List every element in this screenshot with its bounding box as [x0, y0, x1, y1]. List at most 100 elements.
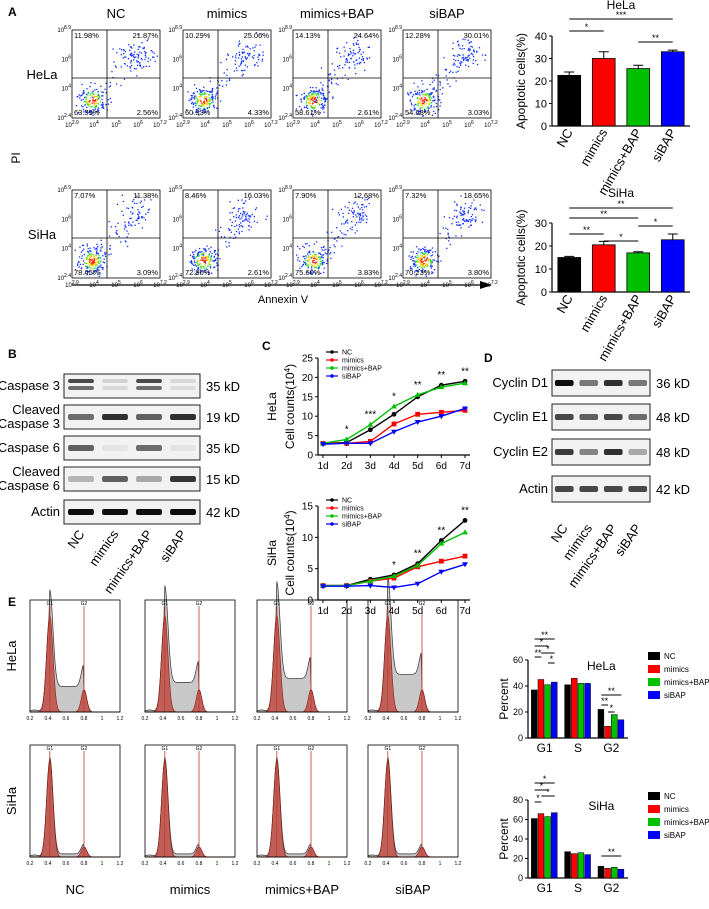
histogram-total — [144, 585, 235, 713]
event-dot — [89, 253, 91, 256]
event-dot — [94, 267, 96, 269]
tick-label: 1 — [101, 716, 104, 722]
event-dot — [83, 248, 85, 250]
bar — [660, 239, 685, 293]
event-dot — [195, 256, 197, 258]
event-dot — [245, 215, 247, 217]
event-dot — [343, 46, 345, 48]
event-dot — [202, 256, 204, 258]
event-dot — [209, 80, 211, 82]
event-dot — [356, 203, 358, 205]
event-dot — [315, 254, 317, 256]
blot-band — [102, 509, 128, 515]
event-dot — [125, 241, 127, 243]
event-dot — [425, 260, 427, 262]
event-dot — [359, 218, 361, 220]
event-dot — [453, 58, 455, 61]
event-dot — [138, 215, 140, 218]
peak-label: G2 — [419, 601, 426, 607]
event-dot — [194, 98, 196, 100]
event-dot — [350, 52, 352, 54]
event-dot — [129, 49, 131, 51]
tick-exp: 7.2 — [160, 280, 167, 286]
event-dot — [219, 84, 221, 86]
event-dot — [359, 219, 361, 221]
event-dot — [419, 107, 421, 109]
event-dot — [360, 214, 362, 217]
event-dot — [205, 267, 207, 269]
bar — [597, 709, 605, 739]
event-dot — [360, 221, 362, 223]
event-dot — [425, 94, 427, 96]
event-dot — [194, 251, 196, 253]
significance-label: * — [392, 392, 396, 403]
event-dot — [320, 247, 323, 249]
event-dot — [312, 256, 314, 258]
tick-exp: 7.2 — [381, 120, 388, 126]
event-dot — [143, 216, 145, 219]
event-dot — [348, 212, 350, 214]
event-dot — [312, 251, 314, 253]
tick-exp: 8.9 — [175, 25, 182, 31]
event-dot — [92, 96, 94, 98]
event-dot — [463, 207, 466, 209]
event-dot — [80, 95, 82, 97]
event-dot — [312, 102, 314, 104]
event-dot — [322, 84, 324, 86]
row-label: HeLa — [4, 640, 19, 672]
event-dot — [322, 254, 324, 256]
tick-base: 10 — [420, 123, 427, 129]
quadrant-percent: 54.68% — [405, 108, 431, 117]
event-dot — [126, 65, 128, 67]
quadrant-percent: 3.80% — [468, 268, 490, 277]
event-dot — [245, 46, 247, 48]
event-dot — [92, 90, 94, 92]
event-dot — [209, 267, 212, 269]
event-dot — [331, 63, 333, 65]
event-dot — [473, 51, 475, 53]
x-tick-label: S — [574, 881, 582, 895]
tick-base: 10 — [278, 116, 285, 122]
event-dot — [455, 80, 457, 82]
tick-base: 10 — [354, 283, 361, 289]
tick-base: 10 — [168, 28, 175, 34]
event-dot — [93, 104, 96, 106]
event-dot — [368, 202, 370, 205]
event-dot — [481, 221, 484, 223]
tick-exp: 7.2 — [491, 120, 498, 126]
event-dot — [417, 256, 419, 258]
event-dot — [208, 253, 210, 256]
event-dot — [97, 91, 99, 93]
event-dot — [254, 64, 256, 67]
event-dot — [313, 256, 315, 258]
event-dot — [227, 54, 229, 56]
event-dot — [130, 55, 133, 57]
significance-label: ** — [534, 648, 542, 658]
event-dot — [306, 260, 309, 262]
event-dot — [143, 46, 145, 49]
event-dot — [121, 49, 123, 51]
event-dot — [141, 217, 143, 219]
event-dot — [193, 253, 195, 256]
bar — [564, 684, 571, 739]
event-dot — [242, 48, 244, 50]
event-dot — [212, 87, 214, 90]
event-dot — [255, 44, 257, 46]
event-dot — [242, 73, 244, 76]
event-dot — [83, 92, 85, 94]
tick-label: 0.4 — [383, 716, 390, 722]
event-dot — [419, 102, 421, 104]
error-bar — [667, 49, 678, 52]
event-dot — [465, 56, 467, 59]
significance-label: ** — [652, 33, 660, 43]
tick-base: 10 — [388, 276, 395, 282]
tick-base: 10 — [168, 116, 175, 122]
event-dot — [266, 215, 268, 217]
tick-label: 1.2 — [232, 861, 239, 867]
event-dot — [352, 216, 354, 218]
lane-label: siBAP — [157, 527, 190, 565]
significance-label: * — [546, 644, 550, 654]
event-dot — [208, 94, 210, 96]
event-dot — [203, 260, 205, 262]
event-dot — [317, 267, 320, 269]
